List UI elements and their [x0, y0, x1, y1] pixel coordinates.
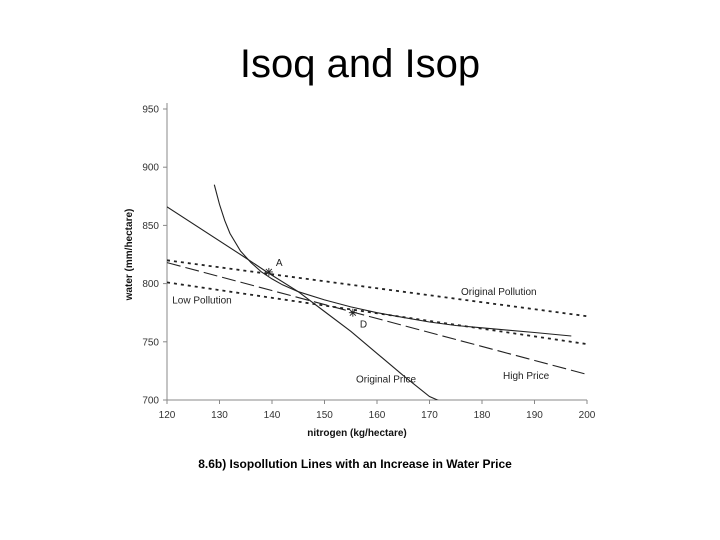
original-price-annotation: Original Price [356, 375, 416, 386]
original-pollution-line [167, 259, 588, 318]
x-tick-label: 200 [579, 410, 596, 421]
high-price-line [167, 262, 588, 375]
x-tick-label: 170 [421, 410, 438, 421]
marker-stroke [349, 309, 357, 317]
low-pollution-annotation: Low Pollution [172, 295, 231, 306]
y-axis-label: water (mm/hectare) [124, 209, 135, 302]
isoquant-line [213, 184, 572, 337]
y-tick-label: 850 [142, 221, 159, 232]
line-annotations: Original Pollution Low Pollution Original … [172, 287, 549, 385]
x-tick-label: 180 [474, 410, 491, 421]
y-tick-label: 950 [142, 105, 159, 116]
x-tick-label: 160 [369, 410, 386, 421]
high-price-annotation: High Price [503, 371, 550, 382]
point-d-marker [348, 308, 357, 317]
original-price-line [167, 206, 439, 400]
low-pollution-line [167, 281, 588, 345]
y-tick-label: 750 [142, 337, 159, 348]
point-a-marker [264, 267, 273, 276]
y-axis-ticks: 700 750 800 850 900 950 [142, 105, 167, 407]
x-tick-label: 120 [159, 410, 176, 421]
x-axis-ticks: 120 130 140 150 160 170 180 190 200 [159, 400, 596, 421]
x-axis-label: nitrogen (kg/hectare) [307, 428, 406, 439]
point-d-label: D [360, 320, 367, 331]
y-tick-label: 700 [142, 396, 159, 407]
series-lines [167, 184, 588, 400]
x-tick-label: 130 [211, 410, 228, 421]
chart-figure: 700 750 800 850 900 950 120 130 140 150 160 170 180… [120, 95, 600, 485]
y-tick-label: 900 [142, 163, 159, 174]
figure-caption: 8.6b) Isopollution Lines with an Increas… [198, 457, 512, 471]
x-tick-label: 190 [526, 410, 543, 421]
point-a-label: A [276, 258, 283, 269]
x-tick-label: 150 [316, 410, 333, 421]
isopollution-chart: 700 750 800 850 900 950 120 130 140 150 160 170 180… [124, 103, 596, 471]
plot-frame [166, 103, 587, 401]
slide-title: Isoq and Isop [239, 42, 481, 86]
y-tick-label: 800 [142, 279, 159, 290]
original-pollution-annotation: Original Pollution [461, 287, 537, 298]
marker-stroke [265, 268, 273, 276]
x-tick-label: 140 [264, 410, 281, 421]
equilibrium-points: AD [264, 258, 367, 331]
